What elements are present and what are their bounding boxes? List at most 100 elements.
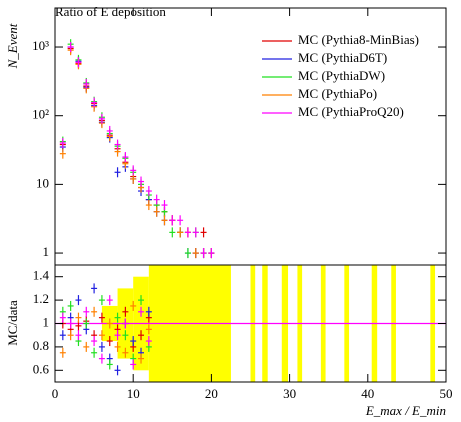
data-band [430,265,436,382]
ratio-axis-label: MC/data [5,300,20,346]
point [138,353,145,364]
point [114,167,121,178]
series [59,300,152,364]
point [98,341,105,352]
point [200,227,207,238]
point [153,194,160,205]
point [114,330,121,341]
point [114,365,121,376]
series [59,295,152,370]
series [59,45,215,259]
point [130,165,137,176]
point [83,341,90,352]
point [130,336,137,347]
point [177,215,184,226]
point [122,347,129,358]
y-tick-label: 10² [32,107,49,122]
x-tick-label: 30 [283,386,296,401]
point [98,353,105,364]
point [145,306,152,317]
point [130,173,137,184]
x-tick-label: 50 [440,386,453,401]
y-axis-label: N_Event [5,23,20,69]
data-band [262,265,268,382]
x-axis-label: E_max / E_min [365,403,446,418]
y-tick-label: 1.2 [33,291,49,306]
point [169,215,176,226]
point [75,330,82,341]
legend-label: MC (Pythia8-MinBias) [298,32,419,47]
band-layer [101,265,436,382]
point [130,359,137,370]
point [91,283,98,294]
point [192,248,199,259]
point [130,300,137,311]
series [59,283,152,376]
point [91,97,98,108]
point [75,57,82,68]
point [59,138,66,149]
point [75,312,82,323]
y-tick-label: 1.4 [33,268,50,283]
legend-label: MC (PythiaProQ20) [298,104,404,119]
point [91,336,98,347]
data-band [250,265,256,382]
point [192,227,199,238]
point [106,295,113,306]
point [122,306,129,317]
point [98,330,105,341]
point [138,330,145,341]
point [98,295,105,306]
point [59,347,66,358]
point [91,347,98,358]
x-tick-label: 0 [52,386,59,401]
point [67,330,74,341]
point [98,113,105,124]
legend-label: MC (PythiaD6T) [298,50,387,65]
point [59,330,66,341]
point [177,227,184,238]
legend-label: MC (PythiaDW) [298,68,385,83]
point [138,306,145,317]
point [114,341,121,352]
point [161,215,168,226]
data-band [297,265,303,382]
point [184,227,191,238]
point [145,336,152,347]
point [122,318,129,329]
point [200,248,207,259]
point [83,306,90,317]
x-tick-label: 20 [205,386,218,401]
y-tick-label: 1 [43,314,50,329]
point [67,42,74,53]
point [67,300,74,311]
legend-label: MC (PythiaPo) [298,86,377,101]
point [114,139,121,150]
point [106,359,113,370]
point [67,318,74,329]
y-tick-label: 10³ [32,38,49,53]
point [184,248,191,259]
point [138,176,145,187]
x-tick-label: 10 [127,386,140,401]
series [59,43,215,259]
y-tick-label: 0.8 [33,338,49,353]
data-band [391,265,396,382]
x-tick-label: 40 [361,386,374,401]
series [59,42,215,259]
point [91,306,98,317]
y-tick-label: 1 [43,244,50,259]
point [169,227,176,238]
y-tick-label: 0.6 [33,361,50,376]
point [98,312,105,323]
point [106,125,113,136]
series [59,42,215,259]
point [122,152,129,163]
point [153,206,160,217]
point [138,295,145,306]
data-band [320,265,326,382]
data-band [148,265,231,382]
point [114,312,121,323]
point [59,312,66,323]
